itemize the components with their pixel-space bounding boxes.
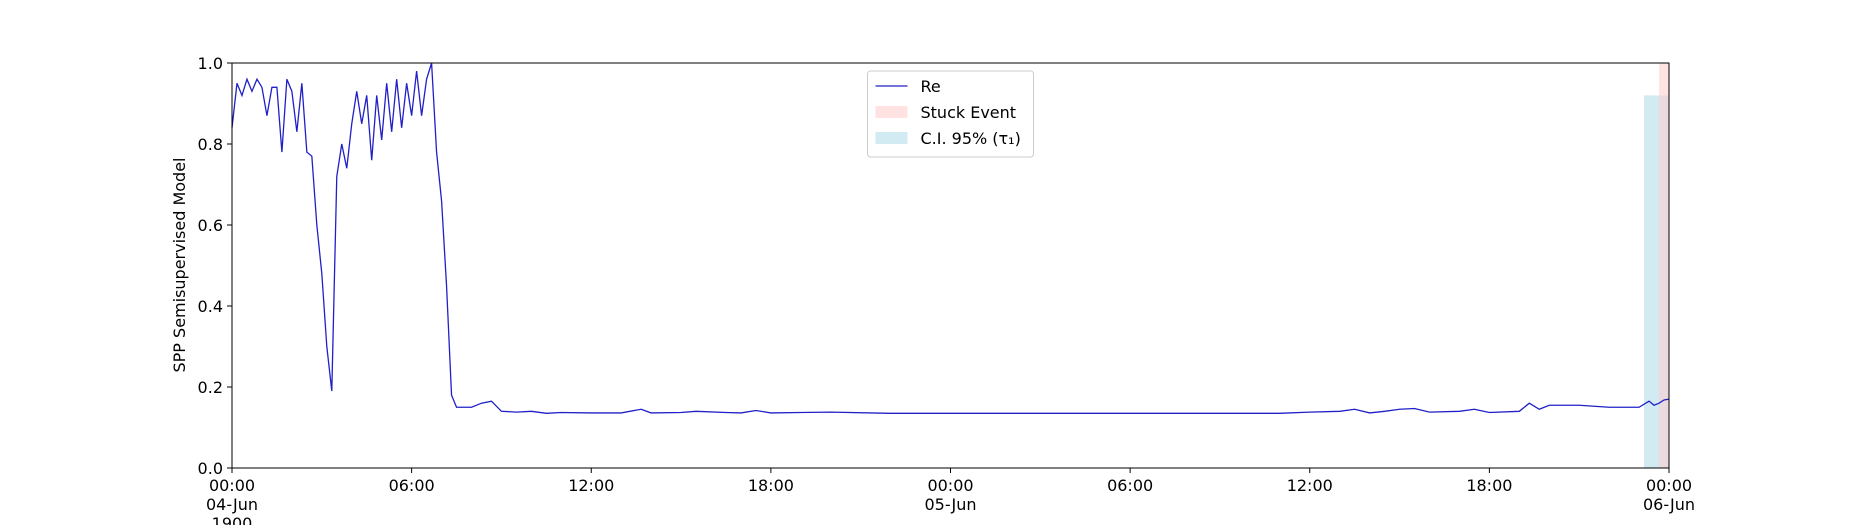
legend-label: Stuck Event xyxy=(921,103,1017,122)
y-tick-label: 0.0 xyxy=(198,459,223,478)
y-tick-label: 1.0 xyxy=(198,54,223,73)
y-axis-label: SPP Semisupervised Model xyxy=(170,158,189,373)
x-tick-label: 00:00 04-Jun 1900 xyxy=(206,476,258,525)
y-tick-label: 0.8 xyxy=(198,135,223,154)
span xyxy=(1659,63,1669,468)
legend-box xyxy=(867,70,1034,158)
x-tick-label: 18:00 xyxy=(1466,476,1512,495)
y-tick-label: 0.2 xyxy=(198,378,223,397)
x-tick-label: 18:00 xyxy=(748,476,794,495)
y-tick-label: 0.4 xyxy=(198,297,223,316)
x-tick-label: 00:00 05-Jun xyxy=(924,476,976,514)
legend: Re Stuck Event C.I. 95% (τ₁) xyxy=(867,70,1034,158)
legend-patch xyxy=(875,106,908,118)
data-line xyxy=(231,62,1670,414)
x-tick-label: 00:00 06-Jun xyxy=(1643,476,1695,514)
x-tick-label: 06:00 xyxy=(1107,476,1153,495)
legend-patch xyxy=(875,132,908,144)
x-tick-label: 12:00 xyxy=(568,476,614,495)
legend-label: C.I. 95% (τ₁) xyxy=(921,129,1021,148)
x-tick-label: 06:00 xyxy=(389,476,435,495)
y-tick-label: 0.6 xyxy=(198,216,223,235)
legend-label: Re xyxy=(921,77,941,96)
x-tick-label: 12:00 xyxy=(1287,476,1333,495)
